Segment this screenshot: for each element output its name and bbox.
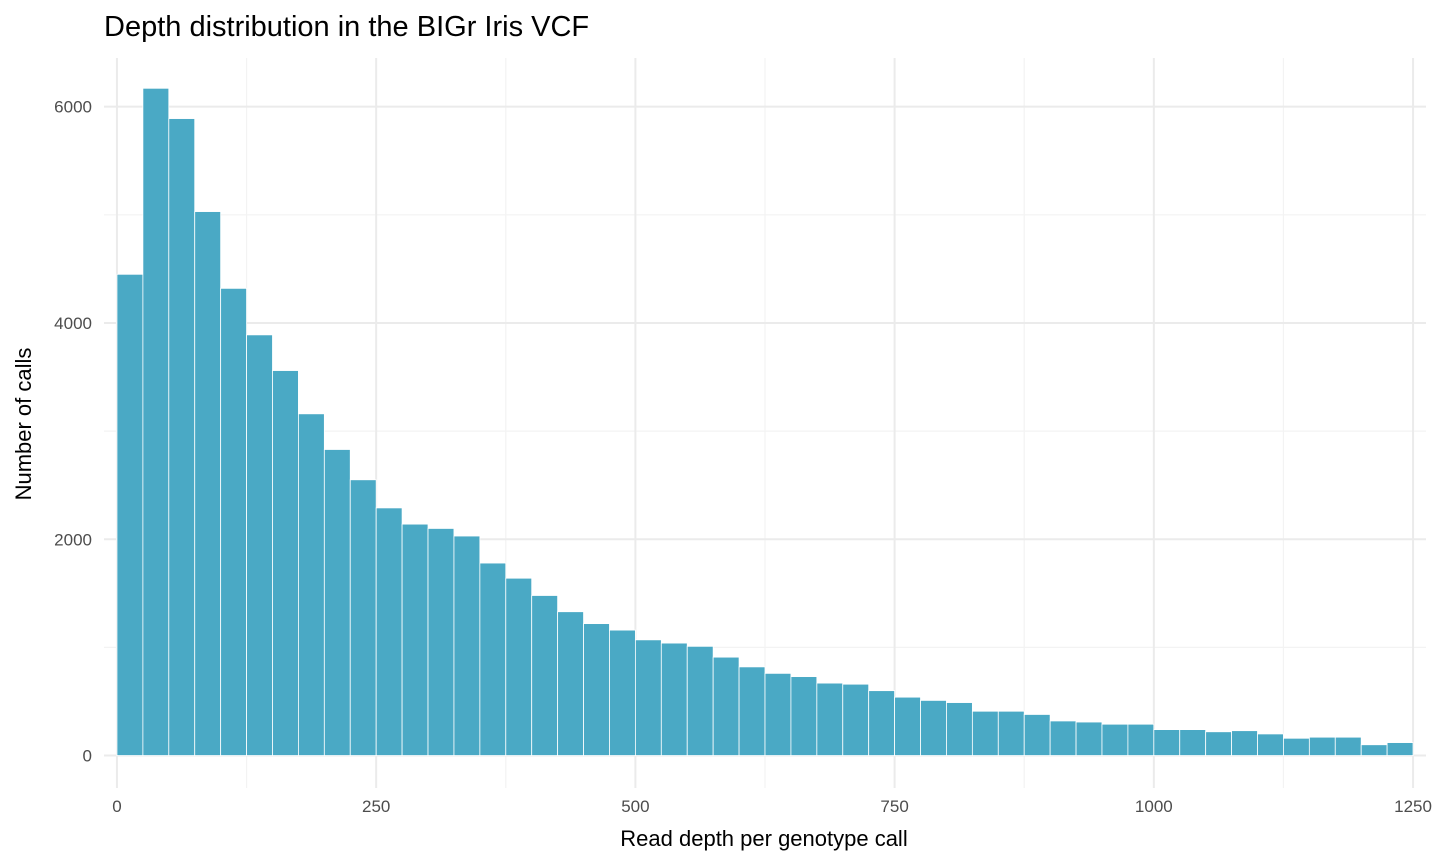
x-tick-label: 750 bbox=[880, 797, 908, 816]
histogram-bar bbox=[738, 666, 766, 756]
chart-title: Depth distribution in the BIGr Iris VCF bbox=[104, 11, 589, 43]
histogram-bar bbox=[220, 287, 247, 756]
x-tick-label: 250 bbox=[362, 797, 390, 816]
histogram-bar bbox=[427, 528, 455, 756]
histogram-bar bbox=[946, 702, 973, 756]
histogram-bar bbox=[1101, 723, 1129, 756]
histogram-bar bbox=[323, 449, 351, 756]
histogram-bar bbox=[298, 413, 325, 756]
histogram-bar bbox=[712, 656, 740, 756]
histogram-bar bbox=[1231, 730, 1258, 756]
x-tick-label: 0 bbox=[112, 797, 121, 816]
x-tick-label: 1000 bbox=[1135, 797, 1173, 816]
histogram-bar bbox=[660, 642, 688, 756]
histogram-bar bbox=[1360, 744, 1388, 756]
y-axis-title: Number of calls bbox=[11, 348, 36, 501]
histogram-bar bbox=[868, 690, 896, 756]
histogram-bar bbox=[453, 535, 481, 756]
x-axis-title: Read depth per genotype call bbox=[620, 826, 907, 851]
histogram-bar bbox=[816, 682, 844, 756]
y-axis-tick-labels: 0 2000 4000 6000 bbox=[54, 98, 92, 766]
histogram-bar bbox=[1127, 723, 1155, 756]
histogram-bar bbox=[401, 523, 429, 756]
histogram-bar bbox=[920, 700, 947, 756]
histogram-bar bbox=[375, 507, 403, 756]
histogram-bar bbox=[1023, 714, 1051, 756]
y-tick-label: 6000 bbox=[54, 98, 92, 117]
histogram-bar bbox=[1386, 742, 1414, 756]
histogram-bar bbox=[531, 595, 559, 756]
histogram-bar bbox=[272, 370, 299, 756]
x-tick-label: 500 bbox=[621, 797, 649, 816]
y-tick-label: 0 bbox=[83, 747, 92, 766]
histogram-bar bbox=[1049, 720, 1077, 756]
histogram-bar bbox=[1334, 736, 1362, 756]
histogram-bar bbox=[894, 696, 921, 756]
histogram-bar bbox=[842, 683, 870, 756]
histogram-bar bbox=[997, 710, 1025, 756]
y-tick-label: 4000 bbox=[54, 314, 92, 333]
histogram-bar bbox=[168, 118, 196, 756]
histogram-bar bbox=[1257, 733, 1284, 756]
histogram-bar bbox=[764, 672, 792, 756]
histogram-bar bbox=[505, 577, 533, 756]
x-tick-label: 1250 bbox=[1394, 797, 1432, 816]
histogram-bars bbox=[116, 87, 1414, 756]
histogram-bar bbox=[609, 629, 636, 756]
histogram-bar bbox=[1308, 736, 1336, 756]
histogram-bar bbox=[116, 273, 144, 756]
histogram-bar bbox=[1153, 729, 1181, 756]
histogram-bar bbox=[479, 562, 507, 756]
histogram-bar bbox=[557, 611, 584, 756]
histogram-bar bbox=[1075, 721, 1103, 756]
histogram-bar bbox=[194, 211, 222, 756]
histogram-bar bbox=[1205, 731, 1232, 756]
histogram-bar bbox=[1179, 729, 1207, 756]
x-axis-tick-labels: 0 250 500 750 1000 1250 bbox=[112, 797, 1432, 816]
histogram-bar bbox=[1283, 737, 1310, 756]
histogram-bar bbox=[971, 710, 999, 756]
histogram-bar bbox=[634, 639, 662, 756]
y-tick-label: 2000 bbox=[54, 530, 92, 549]
histogram-bar bbox=[583, 623, 610, 756]
histogram-bar bbox=[686, 645, 714, 756]
histogram-bar bbox=[790, 676, 818, 756]
histogram-bar bbox=[246, 334, 273, 756]
histogram-bar bbox=[142, 87, 170, 756]
histogram-bar bbox=[349, 479, 377, 756]
